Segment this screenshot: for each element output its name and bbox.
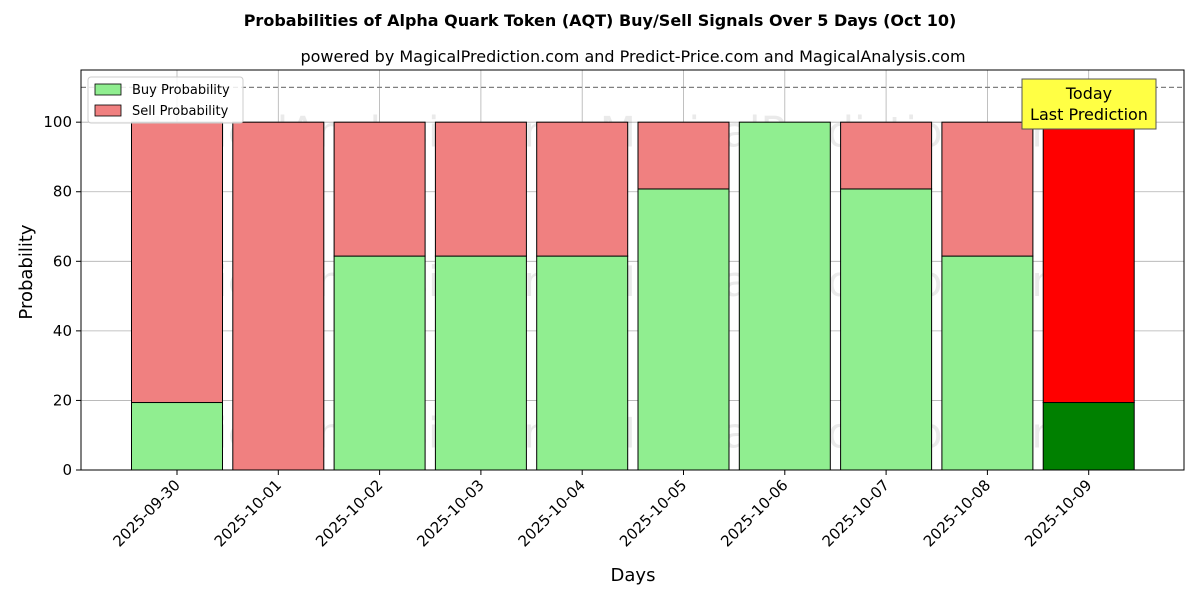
bar-buy-2025-10-02: [333, 255, 426, 471]
y-tick-label: 100: [43, 113, 72, 131]
bar-sell-2025-10-01: [232, 121, 325, 471]
bar-buy-2025-10-09: [1042, 402, 1135, 471]
today-annotation: Today Last Prediction: [1021, 78, 1157, 130]
annotation-box: [1021, 78, 1157, 130]
bar-sell-2025-10-07: [840, 121, 933, 190]
y-tick-label: 40: [53, 322, 72, 340]
y-tick-label: 60: [53, 252, 72, 270]
x-tick-label: 2025-10-08: [920, 476, 994, 550]
y-tick-label: 20: [53, 391, 72, 409]
y-axis-label: Probability: [16, 224, 37, 319]
bars-layer: [131, 121, 1135, 471]
bar-buy-2025-10-04: [536, 255, 629, 471]
legend: Buy Probability Sell Probability: [87, 76, 244, 124]
x-tick-label: 2025-10-07: [819, 476, 893, 550]
x-tick-label: 2025-10-06: [717, 476, 791, 550]
x-tick-label: 2025-10-03: [413, 476, 487, 550]
annotation-line-1: Today: [1065, 84, 1112, 103]
legend-label-sell: Sell Probability: [132, 104, 229, 119]
bar-buy-2025-10-07: [840, 188, 933, 471]
legend-box: [87, 76, 244, 124]
bar-buy-2025-09-30: [131, 402, 223, 471]
bar-sell-2025-10-05: [637, 121, 730, 190]
bar-sell-2025-09-30: [131, 121, 223, 404]
bar-sell-2025-10-09: [1042, 121, 1135, 404]
chart-subtitle: powered by MagicalPrediction.com and Pre…: [300, 47, 965, 66]
x-tick-label: 2025-10-05: [616, 476, 690, 550]
bar-sell-2025-10-08: [941, 121, 1034, 257]
bar-buy-2025-10-08: [941, 255, 1034, 471]
bar-sell-2025-10-02: [333, 121, 426, 257]
x-tick-label: 2025-09-30: [109, 476, 183, 550]
bar-buy-2025-10-06: [738, 121, 831, 471]
annotation-line-2: Last Prediction: [1030, 105, 1148, 124]
bar-buy-2025-10-03: [434, 255, 527, 471]
y-tick-label: 80: [53, 183, 72, 201]
legend-swatch-sell: [94, 104, 122, 117]
legend-label-buy: Buy Probability: [132, 83, 230, 98]
y-tick-label: 0: [62, 461, 72, 479]
bar-sell-2025-10-04: [536, 121, 629, 257]
x-tick-label: 2025-10-04: [515, 476, 589, 550]
plot-frame: [80, 69, 1185, 471]
x-tick-label: 2025-10-09: [1021, 476, 1095, 550]
chart-title: Probabilities of Alpha Quark Token (AQT)…: [244, 11, 957, 30]
bar-buy-2025-10-05: [637, 188, 730, 471]
bar-sell-2025-10-03: [434, 121, 527, 257]
x-tick-label: 2025-10-01: [211, 476, 285, 550]
legend-swatch-buy: [94, 83, 122, 96]
x-axis-label: Days: [611, 565, 656, 586]
x-tick-label: 2025-10-02: [312, 476, 386, 550]
